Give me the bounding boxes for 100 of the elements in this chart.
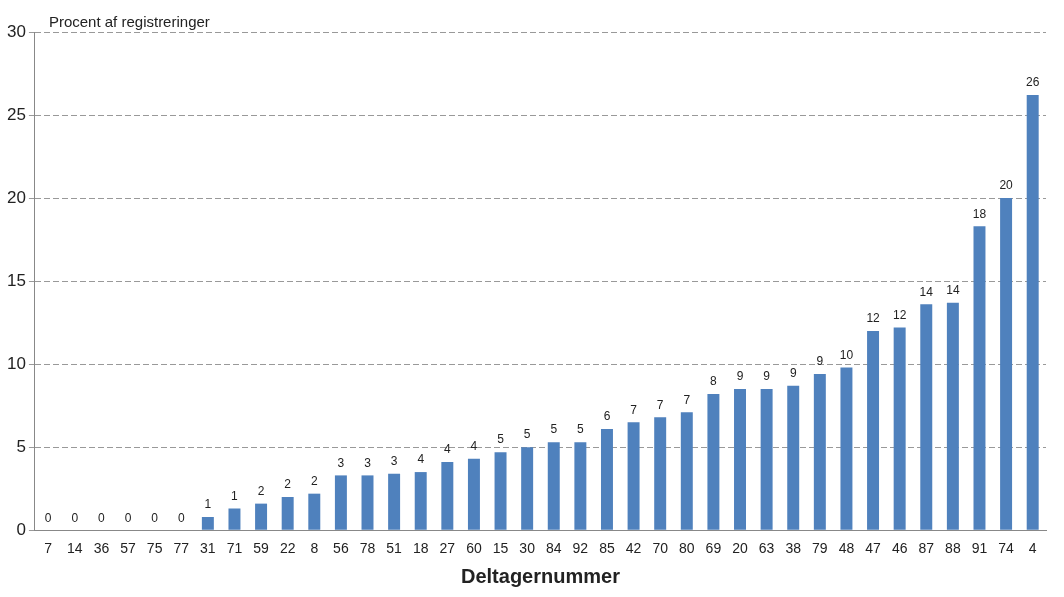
x-tick-label: 85 — [599, 540, 615, 557]
bar — [600, 428, 613, 530]
x-tick-label: 71 — [226, 540, 243, 557]
bar — [334, 475, 347, 530]
data-label: 4 — [417, 452, 425, 467]
data-label: 12 — [866, 311, 881, 326]
x-tick-label: 63 — [758, 540, 775, 557]
bar — [680, 412, 693, 530]
data-label: 3 — [390, 454, 398, 469]
bar — [707, 394, 720, 530]
data-label: 2 — [284, 477, 292, 492]
x-tick-label: 38 — [785, 540, 802, 557]
x-tick-label: 91 — [971, 540, 988, 557]
x-tick-label: 20 — [732, 540, 749, 557]
data-label: 1 — [204, 497, 212, 512]
y-axis-title: Procent af registreringer — [48, 12, 210, 30]
bar — [228, 508, 241, 530]
x-tick-label: 15 — [492, 540, 509, 557]
data-label: 20 — [999, 178, 1014, 193]
bar — [388, 473, 401, 530]
x-tick-label: 77 — [173, 540, 190, 557]
x-tick-label: 36 — [93, 540, 110, 557]
bar — [734, 389, 746, 530]
x-tick-label: 70 — [652, 540, 669, 557]
y-tick-label: 5 — [16, 436, 26, 456]
x-tick-label: 79 — [812, 540, 828, 557]
bar — [867, 330, 880, 530]
x-tick-label: 18 — [412, 540, 429, 557]
bar — [1000, 198, 1013, 530]
x-tick-label: 69 — [705, 540, 722, 557]
x-tick-label: 88 — [945, 540, 961, 557]
x-tick-label: 47 — [865, 540, 882, 557]
x-tick-label: 57 — [120, 540, 137, 557]
y-tick-label: 10 — [6, 353, 26, 373]
data-label: 5 — [550, 422, 558, 437]
x-tick-label: 80 — [679, 540, 695, 557]
bar — [201, 516, 214, 530]
data-label: 0 — [71, 510, 79, 525]
data-label: 5 — [577, 422, 585, 437]
bar — [574, 442, 587, 530]
data-label: 9 — [816, 354, 824, 369]
data-label: 12 — [892, 307, 907, 322]
data-label: 7 — [630, 402, 638, 417]
bar — [281, 496, 294, 530]
data-label: 9 — [763, 369, 771, 384]
data-label: 4 — [443, 442, 451, 457]
bar — [1026, 95, 1039, 530]
data-label: 5 — [523, 427, 531, 442]
data-label: 10 — [839, 347, 854, 362]
data-label: 9 — [789, 366, 797, 381]
bar — [973, 226, 986, 530]
y-tick-label: 30 — [6, 21, 26, 41]
x-tick-label: 31 — [200, 540, 216, 557]
x-tick-label: 60 — [466, 540, 482, 557]
x-tick-label: 84 — [545, 540, 562, 557]
bar — [654, 417, 667, 530]
data-label: 0 — [98, 510, 106, 525]
bar — [521, 447, 534, 530]
data-label: 4 — [470, 439, 478, 454]
data-label: 2 — [257, 483, 265, 498]
bar — [308, 493, 321, 530]
x-tick-label: 30 — [519, 540, 536, 557]
x-tick-label: 8 — [310, 540, 319, 557]
data-label: 7 — [683, 392, 691, 407]
bar — [893, 327, 906, 530]
bar — [946, 302, 959, 530]
bar — [920, 304, 933, 530]
data-label: 3 — [364, 455, 372, 470]
x-tick-label: 14 — [67, 540, 83, 557]
x-tick-label: 56 — [333, 540, 349, 557]
data-label: 0 — [151, 510, 159, 525]
x-axis-title: Deltagernummer — [460, 564, 621, 587]
data-label: 14 — [919, 284, 934, 299]
x-tick-label: 7 — [44, 540, 53, 557]
bar — [787, 385, 800, 530]
bar — [414, 472, 427, 530]
x-tick-label: 78 — [359, 540, 376, 557]
data-label: 26 — [1026, 75, 1040, 90]
x-tick-label: 27 — [439, 540, 456, 557]
bar — [627, 422, 640, 530]
data-label: 7 — [656, 397, 664, 412]
data-label: 0 — [124, 510, 132, 525]
x-tick-label: 51 — [386, 540, 403, 557]
x-tick-label: 92 — [572, 540, 589, 557]
x-tick-label: 4 — [1028, 540, 1037, 557]
bar — [840, 367, 853, 530]
x-tick-label: 59 — [253, 540, 270, 557]
data-label: 0 — [177, 510, 185, 525]
data-label: 5 — [497, 432, 505, 447]
y-tick-label: 20 — [6, 187, 26, 207]
x-tick-label: 42 — [625, 540, 642, 557]
x-tick-label: 46 — [891, 540, 908, 557]
data-label: 8 — [710, 374, 718, 389]
bar — [255, 503, 268, 530]
bar — [441, 462, 454, 530]
x-tick-label: 48 — [838, 540, 855, 557]
data-label: 3 — [337, 455, 345, 470]
bar — [494, 452, 507, 530]
data-label: 2 — [310, 473, 318, 488]
data-label: 14 — [946, 283, 960, 297]
